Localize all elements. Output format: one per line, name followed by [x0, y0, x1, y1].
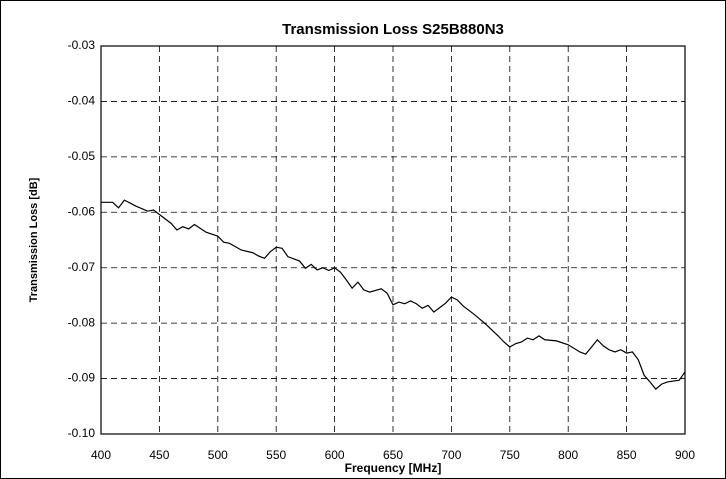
- plot-frame: [100, 45, 686, 435]
- x-tick-label: 450: [149, 448, 169, 462]
- x-tick-label: 900: [675, 448, 695, 462]
- y-tick-label: -0.04: [68, 94, 96, 108]
- data-line: [101, 199, 686, 390]
- x-tick-label: 500: [208, 448, 228, 462]
- x-axis-label: Frequency [MHz]: [345, 461, 442, 475]
- y-tick-label: -0.10: [68, 426, 96, 440]
- y-tick-label: -0.07: [68, 260, 96, 274]
- x-tick-label: 750: [500, 448, 520, 462]
- y-tick-label: -0.05: [68, 149, 96, 163]
- y-tick-label: -0.09: [68, 371, 96, 385]
- x-tick-label: 700: [441, 448, 461, 462]
- x-tick-label: 400: [91, 448, 111, 462]
- chart-title: Transmission Loss S25B880N3: [282, 21, 504, 38]
- x-tick-label: 600: [325, 448, 345, 462]
- x-tick-label: 650: [383, 448, 403, 462]
- x-tick-label: 800: [558, 448, 578, 462]
- y-axis-label: Transmission Loss [dB]: [28, 177, 40, 302]
- x-tick-label: 850: [617, 448, 637, 462]
- y-tick-label: -0.08: [68, 315, 96, 329]
- x-tick-label: 550: [266, 448, 286, 462]
- y-tick-label: -0.03: [68, 38, 96, 52]
- y-tick-label: -0.06: [68, 204, 96, 218]
